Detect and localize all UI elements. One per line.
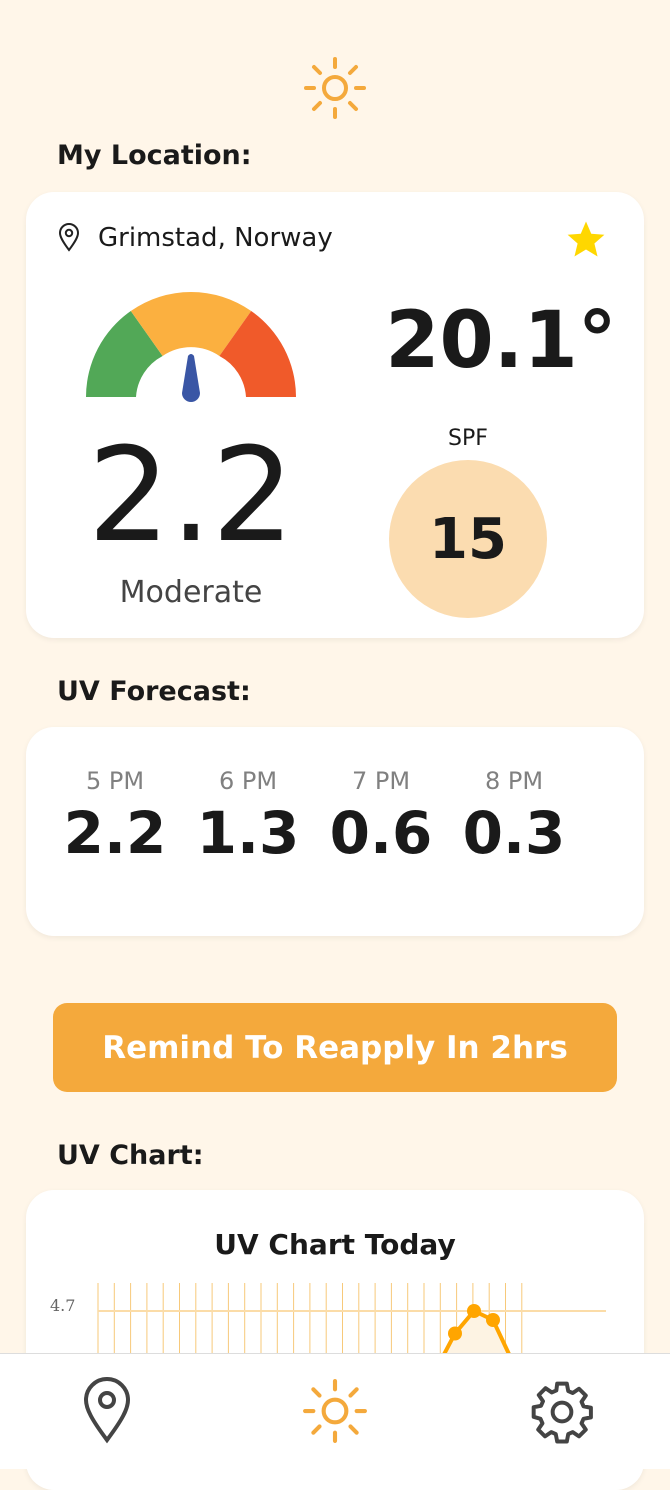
forecast-item: 7 PM 0.6: [329, 767, 433, 867]
y-tick-label: 4.7: [50, 1296, 76, 1315]
temperature: 20.1°: [385, 296, 617, 386]
data-point: [486, 1313, 500, 1327]
uv-index-value: 2.2: [87, 419, 295, 571]
location-card: Grimstad, Norway 2.2 Moderate 20.1° SPF …: [26, 192, 644, 638]
remind-reapply-button[interactable]: Remind To Reapply In 2hrs: [53, 1003, 617, 1092]
uv-level: Moderate: [119, 575, 263, 610]
forecast-item: 0: [592, 767, 614, 839]
spf-badge: 15: [389, 460, 547, 618]
bottom-nav: [0, 1353, 670, 1469]
uv-forecast-heading: UV Forecast:: [57, 676, 251, 707]
location-pin-icon[interactable]: [82, 1376, 132, 1444]
forecast-card[interactable]: 5 PM2.2 6 PM1.3 7 PM0.6 8 PM0.3 0: [26, 727, 644, 936]
forecast-item: 5 PM 2.2: [63, 767, 167, 867]
my-location-heading: My Location:: [57, 140, 252, 171]
uv-chart-heading: UV Chart:: [57, 1140, 204, 1171]
uv-chart: [97, 1283, 606, 1360]
uv-gauge: [86, 292, 296, 402]
forecast-item: 6 PM 1.3: [196, 767, 300, 867]
chart-title: UV Chart Today: [214, 1228, 456, 1261]
favorite-star-icon[interactable]: [564, 218, 608, 260]
location-name: Grimstad, Norway: [98, 223, 333, 253]
forecast-item: 8 PM 0.3: [462, 767, 566, 867]
spf-label: SPF: [448, 426, 488, 451]
data-point: [448, 1326, 462, 1341]
gauge-needle: [182, 354, 200, 402]
sun-icon: [304, 57, 366, 119]
location-pin-icon: [58, 223, 80, 252]
gear-icon[interactable]: [528, 1378, 596, 1446]
data-point: [467, 1304, 481, 1318]
sun-icon[interactable]: [302, 1378, 368, 1444]
